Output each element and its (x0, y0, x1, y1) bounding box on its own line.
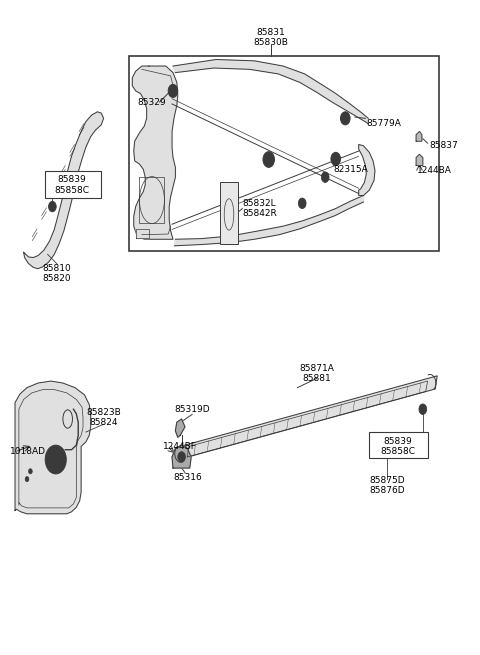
Circle shape (343, 115, 348, 122)
Text: 1244BA: 1244BA (417, 166, 452, 175)
Polygon shape (359, 145, 375, 195)
Text: 85832L
85842R: 85832L 85842R (242, 199, 277, 218)
Circle shape (322, 172, 329, 182)
Circle shape (299, 198, 306, 208)
Polygon shape (15, 381, 91, 514)
Text: 85319D: 85319D (174, 405, 210, 414)
Polygon shape (174, 195, 363, 246)
Circle shape (50, 452, 61, 468)
Polygon shape (136, 229, 149, 238)
Circle shape (25, 477, 29, 481)
Circle shape (331, 153, 340, 166)
Circle shape (340, 112, 350, 125)
Polygon shape (175, 419, 185, 438)
Text: 85839
85858C: 85839 85858C (54, 176, 89, 195)
Polygon shape (132, 66, 178, 239)
Bar (45, 171, 101, 198)
Polygon shape (416, 155, 423, 166)
Circle shape (263, 152, 275, 168)
Polygon shape (416, 132, 422, 141)
Text: 85316: 85316 (173, 474, 202, 482)
Text: 85779A: 85779A (367, 119, 402, 128)
Polygon shape (172, 445, 191, 468)
Text: 1018AD: 1018AD (10, 447, 46, 456)
Text: 85875D
85876D: 85875D 85876D (370, 476, 405, 495)
Polygon shape (24, 112, 104, 269)
Text: 82315A: 82315A (333, 165, 368, 174)
Circle shape (28, 469, 32, 474)
Text: 85831
85830B: 85831 85830B (253, 28, 288, 47)
Polygon shape (173, 60, 368, 124)
Circle shape (48, 201, 56, 212)
Text: 85823B
85824: 85823B 85824 (86, 408, 121, 428)
Bar (129, 56, 439, 251)
Text: 85810
85820: 85810 85820 (43, 263, 72, 283)
Text: 85839
85858C: 85839 85858C (381, 437, 416, 456)
Circle shape (50, 204, 54, 209)
Text: 85837: 85837 (429, 141, 458, 150)
Bar (220, 182, 238, 244)
Circle shape (333, 156, 338, 162)
Circle shape (168, 84, 178, 98)
Bar (369, 432, 428, 458)
Circle shape (178, 452, 185, 462)
Circle shape (419, 404, 427, 415)
Circle shape (45, 445, 66, 474)
Text: 85329: 85329 (137, 98, 166, 107)
Polygon shape (174, 376, 437, 461)
Text: 1244BF: 1244BF (162, 442, 196, 451)
Text: 85871A
85881: 85871A 85881 (299, 364, 334, 383)
Circle shape (266, 156, 272, 164)
